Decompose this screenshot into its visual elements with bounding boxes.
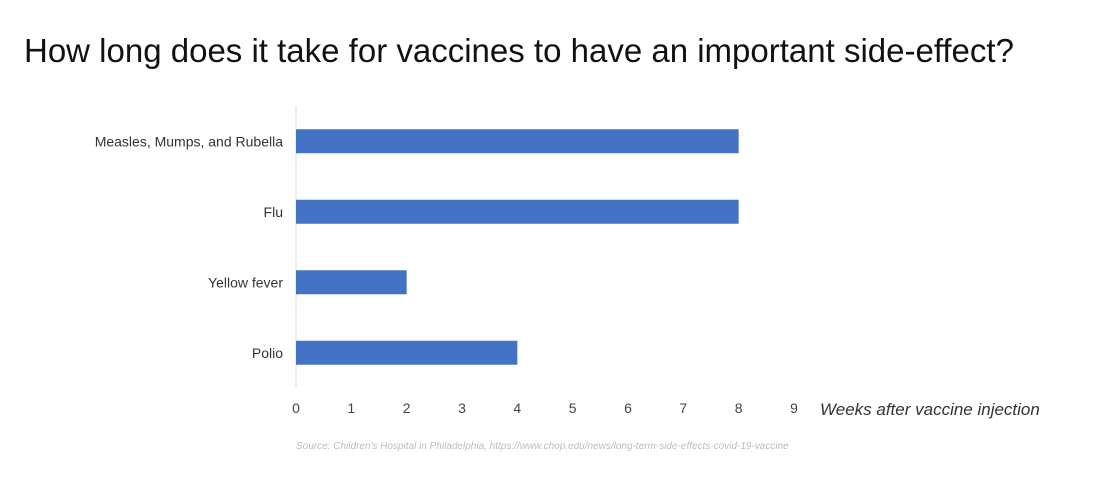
source-note: Source: Children's Hospital in Philadelp… [296, 441, 789, 452]
bar-2 [296, 270, 407, 295]
bars-group [296, 129, 739, 365]
category-labels-group: Measles, Mumps, and Rubella Flu Yellow fev… [95, 133, 284, 361]
x-tick-label-5: 5 [569, 400, 577, 416]
x-tick-label-0: 0 [292, 400, 300, 416]
x-tick-label-2: 2 [403, 400, 411, 416]
x-tick-label-1: 1 [347, 400, 355, 416]
x-tick-label-9: 9 [790, 400, 798, 416]
category-label-2: Yellow fever [208, 274, 283, 290]
chart-title: How long does it take for vaccines to ha… [24, 32, 1014, 69]
category-label-3: Polio [252, 345, 283, 361]
x-tick-label-4: 4 [513, 400, 521, 416]
bar-3 [296, 340, 518, 365]
x-tick-label-8: 8 [735, 400, 743, 416]
bar-0 [296, 129, 739, 154]
bar-1 [296, 199, 739, 224]
category-label-0: Measles, Mumps, and Rubella [95, 133, 284, 149]
x-tick-labels-group: 0 1 2 3 4 5 6 7 8 9 [292, 400, 798, 416]
x-tick-label-6: 6 [624, 400, 632, 416]
x-tick-label-3: 3 [458, 400, 466, 416]
x-axis-title: Weeks after vaccine injection [820, 400, 1040, 419]
x-tick-label-7: 7 [679, 400, 687, 416]
category-label-1: Flu [264, 204, 283, 220]
